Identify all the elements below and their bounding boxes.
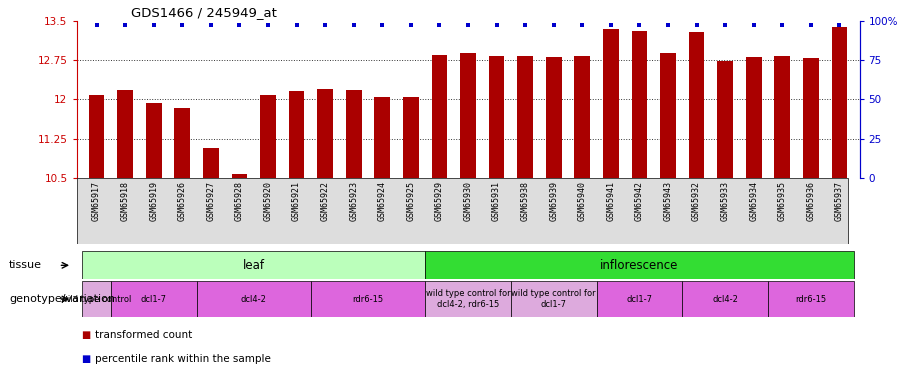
Text: GSM65939: GSM65939	[549, 182, 558, 221]
Text: GSM65930: GSM65930	[464, 182, 472, 221]
Bar	[175, 108, 190, 178]
Bar	[82, 251, 425, 279]
Text: GDS1466 / 245949_at: GDS1466 / 245949_at	[131, 6, 277, 20]
Text: ■: ■	[81, 354, 90, 364]
Bar	[688, 32, 705, 178]
Text: GSM65926: GSM65926	[177, 182, 186, 221]
Bar	[574, 56, 590, 178]
Bar	[425, 251, 854, 279]
Text: GSM65943: GSM65943	[663, 182, 672, 221]
Text: transformed count: transformed count	[94, 330, 192, 340]
Text: wild type control for
dcl4-2, rdr6-15: wild type control for dcl4-2, rdr6-15	[426, 290, 510, 309]
Bar	[775, 56, 790, 178]
Text: tissue: tissue	[9, 260, 42, 270]
Text: GSM65938: GSM65938	[521, 182, 530, 221]
Bar	[310, 281, 425, 317]
Bar	[832, 27, 848, 178]
Bar	[346, 90, 362, 178]
Bar	[518, 56, 533, 178]
Text: leaf: leaf	[243, 259, 265, 272]
Bar	[432, 55, 447, 178]
Text: GSM65922: GSM65922	[320, 182, 329, 221]
Text: GSM65932: GSM65932	[692, 182, 701, 221]
Bar	[597, 281, 682, 317]
Bar	[717, 60, 733, 178]
Bar	[260, 95, 275, 178]
Text: GSM65942: GSM65942	[635, 182, 644, 221]
Bar	[231, 174, 248, 178]
Bar	[460, 53, 476, 178]
Text: genotype/variation: genotype/variation	[9, 294, 115, 304]
Bar	[632, 31, 647, 178]
Bar	[289, 91, 304, 178]
Text: GSM65924: GSM65924	[378, 182, 387, 221]
Text: dcl1-7: dcl1-7	[626, 295, 652, 304]
Text: GSM65934: GSM65934	[750, 182, 759, 221]
Bar	[111, 281, 196, 317]
Text: inflorescence: inflorescence	[600, 259, 679, 272]
Text: GSM65928: GSM65928	[235, 182, 244, 221]
Bar	[768, 281, 854, 317]
Bar	[88, 95, 104, 178]
Text: dcl1-7: dcl1-7	[140, 295, 166, 304]
Text: GSM65918: GSM65918	[121, 182, 130, 221]
Text: wild type control: wild type control	[61, 295, 131, 304]
Text: GSM65937: GSM65937	[835, 182, 844, 221]
Text: dcl4-2: dcl4-2	[712, 295, 738, 304]
Bar	[546, 57, 562, 178]
Text: dcl4-2: dcl4-2	[240, 295, 266, 304]
Text: GSM65940: GSM65940	[578, 182, 587, 221]
Text: GSM65936: GSM65936	[806, 182, 815, 221]
Bar	[403, 97, 418, 178]
Text: GSM65919: GSM65919	[149, 182, 158, 221]
Text: GSM65921: GSM65921	[292, 182, 301, 221]
Bar	[603, 28, 618, 178]
Bar	[661, 53, 676, 178]
Bar	[374, 97, 390, 178]
Text: GSM65933: GSM65933	[721, 182, 730, 221]
Bar	[425, 281, 511, 317]
Bar	[489, 56, 504, 178]
Text: wild type control for
dcl1-7: wild type control for dcl1-7	[511, 290, 596, 309]
Text: GSM65941: GSM65941	[607, 182, 616, 221]
Text: percentile rank within the sample: percentile rank within the sample	[94, 354, 270, 364]
Bar	[682, 281, 768, 317]
Bar	[511, 281, 597, 317]
Text: GSM65931: GSM65931	[492, 182, 501, 221]
Bar	[803, 58, 819, 178]
Text: GSM65935: GSM65935	[778, 182, 787, 221]
Text: ■: ■	[81, 330, 90, 340]
Bar	[82, 281, 111, 317]
Text: GSM65929: GSM65929	[435, 182, 444, 221]
Bar	[117, 90, 133, 178]
Text: GSM65925: GSM65925	[406, 182, 415, 221]
Text: rdr6-15: rdr6-15	[796, 295, 826, 304]
Text: GSM65923: GSM65923	[349, 182, 358, 221]
Bar	[318, 89, 333, 178]
Text: rdr6-15: rdr6-15	[353, 295, 383, 304]
Bar	[203, 148, 219, 178]
Text: GSM65920: GSM65920	[264, 182, 273, 221]
Bar	[196, 281, 310, 317]
Bar	[146, 103, 161, 178]
Text: GSM65917: GSM65917	[92, 182, 101, 221]
Bar	[746, 57, 761, 178]
Text: GSM65927: GSM65927	[206, 182, 215, 221]
